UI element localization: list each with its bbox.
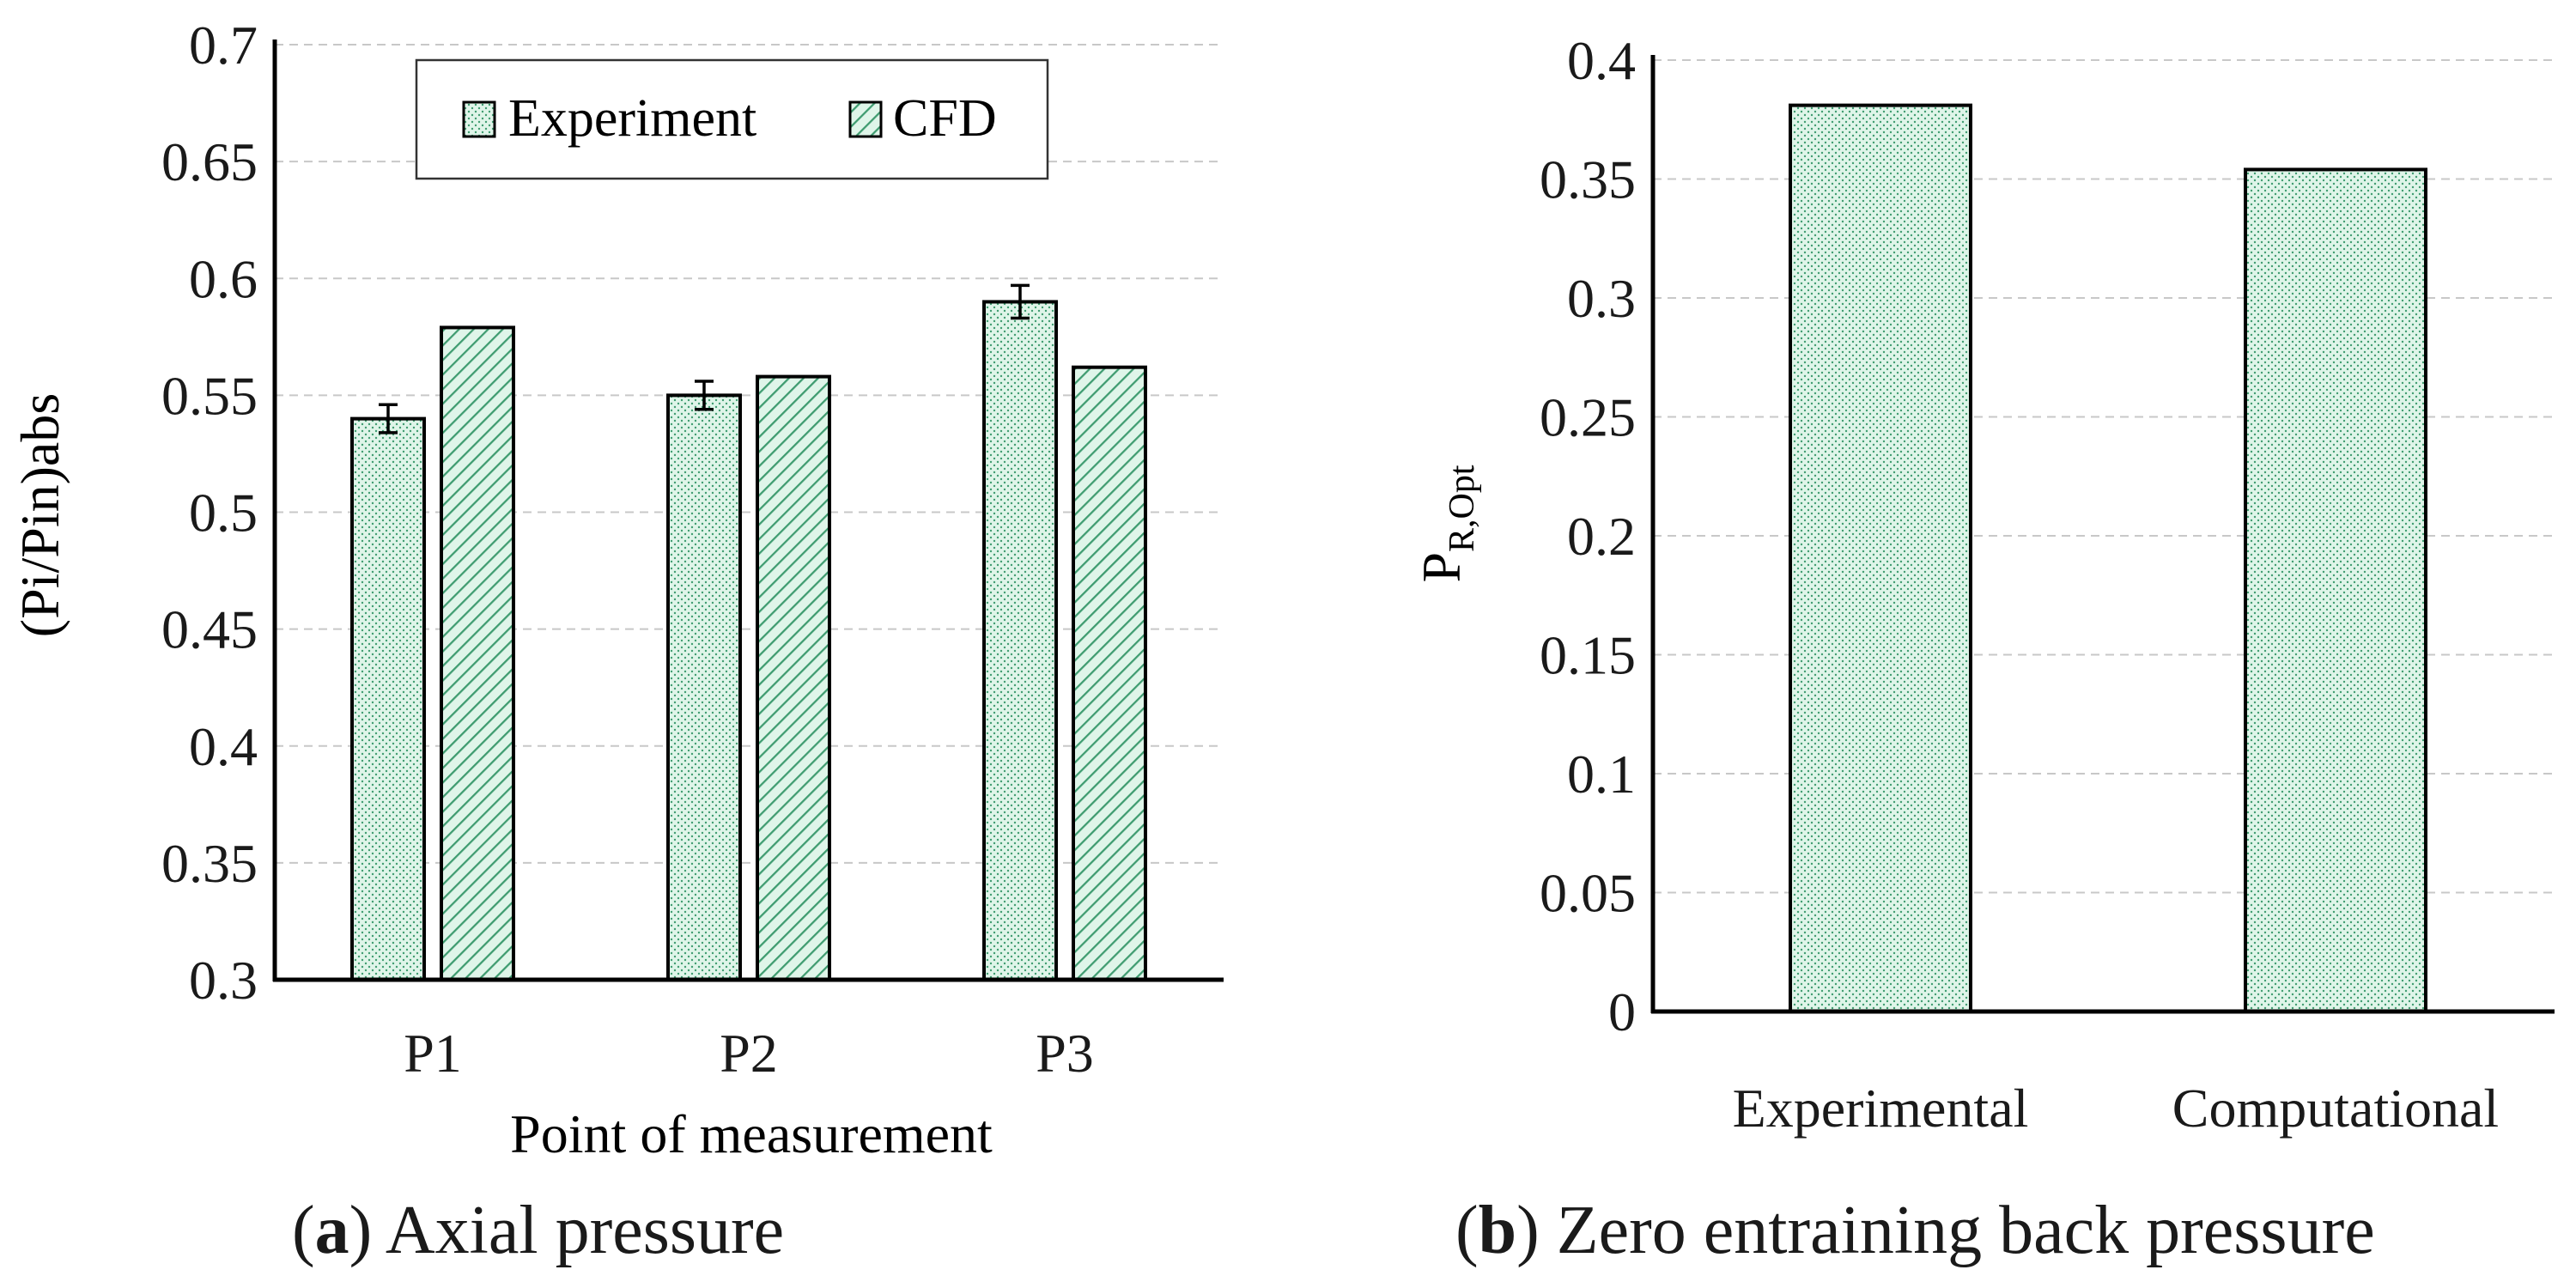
bar-p-r-opt-experimental	[1789, 103, 1972, 1013]
chart-a-axes	[272, 39, 1224, 982]
bar-cfd-p3	[1072, 365, 1147, 981]
chart-b-x-tick-labels: Experimental Computational	[1733, 1078, 2500, 1139]
chart-b-y-axis-label: PR,Opt	[1411, 465, 1482, 582]
y-tick-label: 0.25	[1540, 387, 1636, 448]
x-tick-label-p3: P3	[1036, 1023, 1094, 1084]
bar-cfd-p1	[440, 325, 515, 981]
bar-p-r-opt-computational	[2244, 167, 2427, 1014]
y-tick-label: 0.15	[1540, 625, 1636, 686]
x-tick-label-p2: P2	[720, 1023, 778, 1084]
y-tick-label: 0	[1608, 981, 1636, 1042]
y-tick-label: 0.35	[1540, 149, 1636, 210]
legend-label-experiment: Experiment	[508, 89, 756, 148]
chart-b-axes	[1650, 55, 2555, 1014]
y-tick-label: 0.2	[1567, 506, 1636, 567]
error-bar-p2	[695, 380, 714, 411]
y-tick-label: 0.3	[189, 950, 258, 1011]
x-tick-label-p1: P1	[404, 1023, 462, 1084]
y-tick-label: 0.45	[161, 599, 258, 660]
y-tick-label: 0.4	[1567, 30, 1636, 91]
chart-a-x-axis-label: Point of measurement	[510, 1103, 993, 1164]
chart-a-y-axis-label: (Pi/Pin)abs	[9, 393, 70, 637]
error-bar-p1	[379, 403, 398, 434]
y-tick-label: 0.1	[1567, 744, 1636, 805]
x-tick-label-experimental: Experimental	[1733, 1078, 2029, 1139]
legend-label-cfd: CFD	[893, 89, 997, 148]
bar-experiment-p1	[350, 416, 426, 982]
legend-swatch-experiment	[462, 100, 496, 138]
y-tick-label: 0.55	[161, 365, 258, 426]
y-tick-label: 0.05	[1540, 863, 1636, 924]
y-tick-label: 0.35	[161, 833, 258, 894]
y-tick-label: 0.6	[189, 248, 258, 309]
bar-experiment-p3	[982, 300, 1058, 982]
legend-frame	[415, 58, 1049, 180]
legend-swatch-cfd	[848, 100, 883, 138]
y-tick-label: 0.65	[161, 131, 258, 192]
bar-experiment-p2	[666, 393, 742, 981]
caption-a: (a) Axial pressure	[292, 1193, 785, 1268]
y-tick-label: 0.7	[189, 15, 258, 76]
y-tick-label: 0.3	[1567, 268, 1636, 329]
chart-a-y-tick-labels: 0.3 0.35 0.4 0.45 0.5 0.55 0.6 0.65 0.7	[161, 15, 258, 1011]
caption-b: (b) Zero entraining back pressure	[1455, 1193, 2375, 1268]
chart-b-y-tick-labels: 0 0.05 0.1 0.15 0.2 0.25 0.3 0.35 0.4	[1540, 30, 1636, 1042]
error-bar-p3	[1011, 283, 1030, 320]
chart-a-x-tick-labels: P1 P2 P3	[404, 1023, 1094, 1084]
chart-axial-pressure: 0.3 0.35 0.4 0.45 0.5 0.55 0.6 0.65 0.7 P1 P2 P3 (…	[9, 15, 1224, 1164]
y-tick-label: 0.5	[189, 483, 258, 544]
chart-zero-entraining-back-pressure: 0 0.05 0.1 0.15 0.2 0.25 0.3 0.35 0.4 Experiment…	[1411, 30, 2555, 1139]
bar-cfd-p2	[756, 374, 831, 982]
chart-b-bars	[1789, 103, 2427, 1014]
chart-a-legend: Experiment CFD	[415, 58, 1049, 180]
chart-a-bars	[350, 283, 1147, 982]
x-tick-label-computational: Computational	[2172, 1078, 2499, 1139]
y-tick-label: 0.4	[189, 716, 258, 777]
